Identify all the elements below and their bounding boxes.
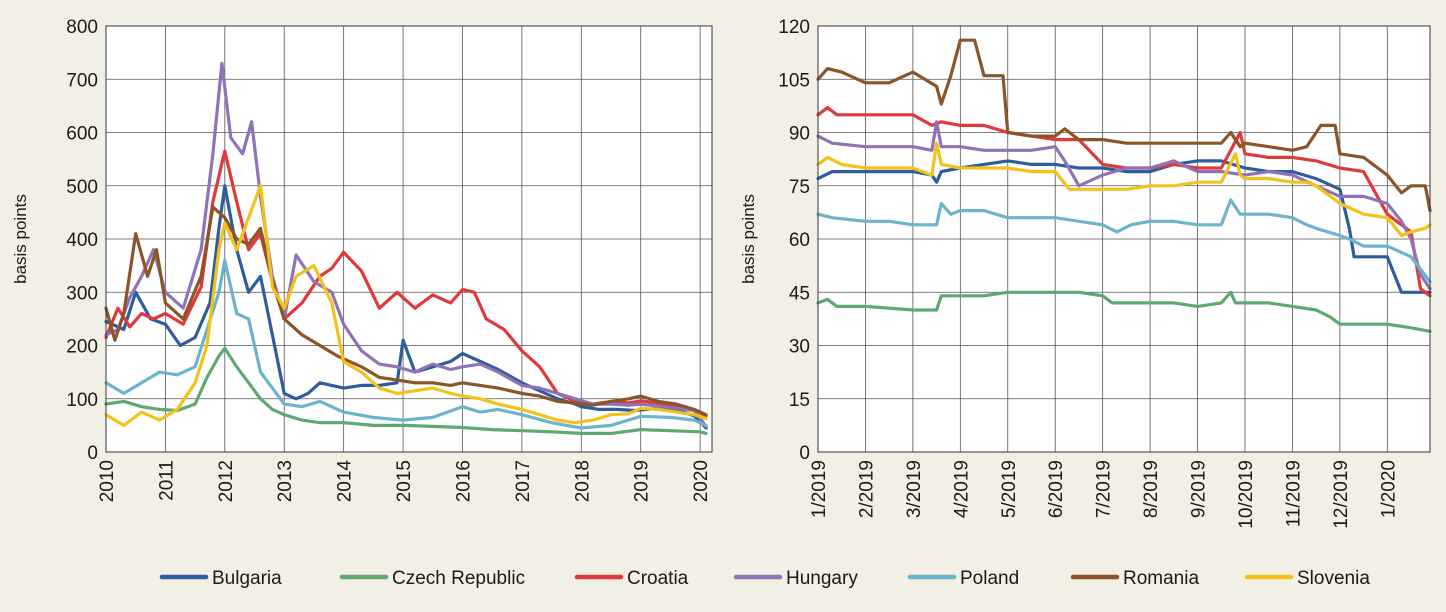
legend-label-bulgaria: Bulgaria [212,568,282,589]
legend-label-czech-republic: Czech Republic [392,568,525,589]
x-tick-label: 2019 [632,460,653,502]
grid-right [817,25,1430,453]
y-tick-label: 100 [66,390,98,411]
x-tick-label: 2016 [453,460,474,502]
series-line-poland [816,198,1432,284]
x-tick-label: 1/2019 [809,460,830,518]
legend: Bulgaria Czech Republic Croatia Hungary Pola… [159,568,1370,589]
y-tick-label: 60 [789,230,810,251]
y-tick-label: 600 [66,124,98,145]
legend-label-slovenia: Slovenia [1297,568,1370,589]
x-tick-label: 6/2019 [1046,460,1067,518]
y-tick-label: 0 [87,443,98,464]
series-line-slovenia [104,184,708,427]
x-tick-label: 2014 [335,460,356,503]
y-axis-label-left: basis points [11,194,30,284]
y-tick-label: 0 [799,443,810,464]
y-tick-label: 15 [789,390,810,411]
y-tick-label: 700 [66,70,98,91]
x-tick-label: 7/2019 [1094,460,1115,518]
plot-frame-left [105,25,713,453]
x-tick-label: 4/2019 [951,460,972,518]
y-tick-label: 200 [66,337,98,358]
series-left [104,61,708,435]
x-tick-label: 2010 [97,460,118,502]
x-tick-label: 2013 [275,460,296,502]
series-line-bulgaria [104,184,708,430]
x-tick-label: 2018 [572,460,593,502]
series-line-czech-republic [816,290,1432,333]
y-tick-label: 120 [778,17,810,38]
series-line-slovenia [816,141,1432,238]
y-axis-label-right: basis points [739,194,758,284]
x-ticks-left: 2010 2011 2012 2013 2014 2015 2016 2017 2018 2019… [97,460,712,503]
y-tick-label: 30 [789,337,810,358]
x-tick-label: 2011 [156,460,177,501]
x-tick-label: 8/2019 [1141,460,1162,518]
y-tick-label: 45 [789,283,810,304]
series-line-czech-republic [104,346,708,435]
y-tick-label: 105 [778,70,810,91]
x-tick-label: 3/2019 [904,460,925,518]
legend-label-romania: Romania [1123,568,1199,589]
series-line-poland [104,258,708,430]
y-tick-label: 400 [66,230,98,251]
x-tick-label: 12/2019 [1331,460,1352,529]
chart-right: 0 15 30 45 60 75 90 105 120 1/2019 2/2019 3/2019 4/… [739,17,1432,529]
x-tick-label: 2012 [216,460,237,502]
plot-frame-right [817,25,1431,453]
y-tick-label: 90 [789,124,810,145]
series-line-romania [104,205,708,417]
y-tick-label: 500 [66,177,98,198]
legend-label-poland: Poland [960,568,1019,589]
y-ticks-left: 0 100 200 300 400 500 600 700 800 [66,17,98,464]
x-tick-label: 11/2019 [1283,460,1304,527]
x-tick-label: 2015 [394,460,415,502]
series-right [816,38,1432,333]
y-tick-label: 75 [789,177,810,198]
series-line-romania [816,38,1432,213]
legend-label-hungary: Hungary [786,568,858,589]
y-ticks-right: 0 15 30 45 60 75 90 105 120 [778,17,810,464]
x-tick-label: 10/2019 [1236,460,1257,529]
y-tick-label: 300 [66,283,98,304]
series-line-bulgaria [816,159,1432,294]
legend-label-croatia: Croatia [627,568,689,589]
x-tick-label: 2017 [513,460,534,502]
x-ticks-right: 1/2019 2/2019 3/2019 4/2019 5/2019 6/2019 7/20… [809,460,1399,529]
series-line-hungary [816,120,1432,291]
x-tick-label: 9/2019 [1189,460,1210,518]
x-tick-label: 5/2019 [999,460,1020,518]
x-tick-label: 2020 [691,460,712,502]
x-tick-label: 2/2019 [856,460,877,518]
y-tick-label: 800 [66,17,98,38]
x-tick-label: 1/2020 [1378,460,1399,518]
